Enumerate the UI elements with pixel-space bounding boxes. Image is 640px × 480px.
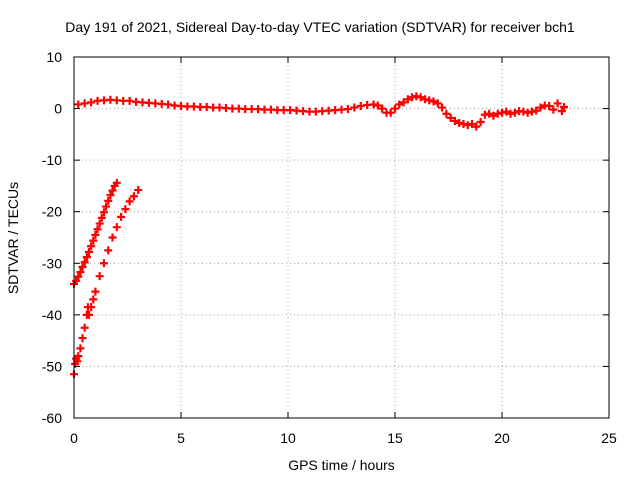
data-point (74, 352, 83, 361)
data-point (89, 295, 98, 304)
data-point (395, 100, 404, 109)
data-point (78, 262, 87, 271)
data-point (95, 219, 104, 228)
data-point (76, 344, 85, 353)
data-point (102, 202, 111, 211)
y-tick-label: -20 (42, 204, 62, 220)
data-point (80, 323, 89, 332)
data-point (104, 196, 113, 205)
data-point (433, 99, 442, 108)
y-tick-label: -30 (42, 255, 62, 271)
data-point (442, 109, 451, 118)
data-point (125, 197, 134, 206)
data-point (553, 99, 562, 108)
data-point (106, 191, 115, 200)
data-point (78, 334, 87, 343)
data-point (108, 186, 117, 195)
data-point (403, 95, 412, 104)
y-tick-label: 0 (54, 101, 62, 117)
data-point (121, 205, 130, 214)
data-point (76, 268, 85, 277)
data-point (399, 98, 408, 107)
data-point (560, 103, 569, 112)
data-point (89, 236, 98, 245)
data-point (429, 97, 438, 106)
plot-frame (73, 56, 610, 419)
y-axis-ticks: -60 -50 -40 -30 -20 -10 0 10 (42, 49, 609, 426)
data-point (74, 272, 83, 281)
data-point (416, 93, 425, 102)
data-point (82, 253, 91, 262)
data-point (485, 109, 494, 118)
x-axis-label: GPS time / hours (288, 457, 395, 473)
x-tick-label: 20 (494, 430, 510, 446)
series-layer (70, 92, 569, 379)
y-tick-label: -50 (42, 358, 62, 374)
y-tick-label: -40 (42, 307, 62, 323)
data-point (549, 105, 558, 114)
data-point (472, 122, 481, 131)
data-point (489, 111, 498, 120)
data-point (536, 103, 545, 112)
data-point (91, 230, 100, 239)
x-tick-label: 15 (387, 430, 403, 446)
data-point (108, 233, 117, 242)
x-tick-label: 25 (601, 430, 617, 446)
data-point (95, 272, 104, 281)
data-point (72, 276, 81, 285)
x-tick-label: 0 (70, 430, 78, 446)
data-point (532, 106, 541, 115)
data-point (97, 213, 106, 222)
data-point (91, 287, 100, 296)
data-point (378, 104, 387, 113)
y-axis-label: SDTVAR / TECUs (5, 181, 21, 295)
data-point (112, 178, 121, 187)
data-point (350, 103, 359, 112)
y-tick-label: -60 (42, 410, 62, 426)
data-point (84, 247, 93, 256)
y-tick-label: -10 (42, 152, 62, 168)
data-point (476, 117, 485, 126)
data-point (545, 101, 554, 110)
grid-layer (74, 57, 609, 418)
data-point (438, 103, 447, 112)
data-point (117, 212, 126, 221)
data-point (446, 113, 455, 122)
data-point (112, 223, 121, 232)
data-point (557, 107, 566, 116)
x-tick-label: 10 (280, 430, 296, 446)
data-point (104, 246, 113, 255)
x-axis-ticks: 0 5 10 15 20 25 (70, 57, 617, 446)
data-point (386, 108, 395, 117)
data-point (99, 208, 108, 217)
data-series (74, 92, 569, 131)
data-point (87, 242, 96, 251)
data-point (93, 225, 102, 234)
data-point (134, 186, 143, 195)
data-point (84, 310, 93, 319)
data-point (87, 98, 96, 107)
data-series (70, 186, 143, 379)
data-point (502, 107, 511, 116)
data-point (129, 192, 138, 201)
data-point (87, 303, 96, 312)
data-point (510, 108, 519, 117)
data-point (391, 104, 399, 113)
data-series (70, 178, 121, 288)
data-point (343, 105, 352, 114)
chart-title: Day 191 of 2021, Sidereal Day-to-day VTE… (65, 19, 575, 35)
data-point (99, 259, 108, 268)
data-point (450, 116, 459, 125)
y-tick-label: 10 (46, 49, 62, 65)
data-point (80, 258, 89, 267)
data-point (373, 101, 382, 110)
data-point (468, 120, 477, 129)
x-tick-label: 5 (177, 430, 185, 446)
